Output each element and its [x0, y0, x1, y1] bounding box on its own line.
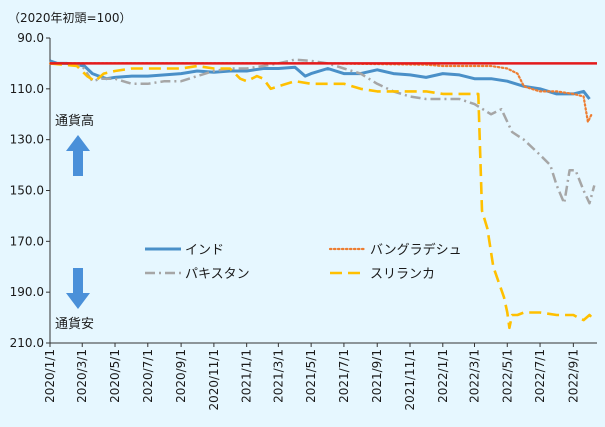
up-annotation: 通貨高 — [55, 113, 94, 176]
x-tick-label: 2020/3/1 — [75, 349, 89, 403]
y-tick-label: 110.0 — [10, 82, 44, 96]
up-arrow-icon — [66, 135, 90, 176]
x-tick-label: 2021/1/1 — [240, 349, 254, 403]
down-annotation: 通貨安 — [55, 268, 94, 332]
y-axis-ticks: 90.0 110.0 130.0 150.0 170.0 190.0 210.0 — [10, 31, 50, 350]
y-tick-label: 210.0 — [10, 336, 44, 350]
x-tick-label: 2020/11/1 — [207, 349, 221, 411]
y-tick-label: 130.0 — [10, 133, 44, 147]
legend-label: バングラデシュ — [370, 242, 462, 258]
series-line-1 — [50, 58, 596, 205]
x-tick-label: 2021/11/1 — [403, 349, 417, 411]
legend-label: パキスタン — [185, 267, 250, 282]
legend-label: スリランカ — [370, 267, 435, 282]
legend-label: インド — [185, 243, 224, 258]
up-label: 通貨高 — [55, 113, 94, 129]
x-tick-label: 2021/3/1 — [271, 349, 285, 403]
y-tick-label: 190.0 — [10, 285, 44, 299]
x-tick-label: 2020/9/1 — [174, 349, 188, 403]
x-tick-label: 2020/1/1 — [43, 349, 57, 403]
x-tick-label: 2022/1/1 — [436, 349, 450, 403]
x-tick-label: 2021/7/1 — [337, 349, 351, 403]
x-axis-ticks: 2020/1/1 2020/3/1 2020/5/1 2020/7/1 2020/9/1… — [43, 343, 580, 411]
series-line-3 — [49, 62, 596, 330]
y-tick-label: 90.0 — [17, 31, 44, 45]
y-tick-label: 170.0 — [10, 234, 44, 248]
series-line-0 — [49, 59, 591, 100]
x-tick-label: 2022/5/1 — [500, 349, 514, 403]
x-tick-label: 2022/3/1 — [467, 349, 481, 403]
series-lines — [48, 58, 596, 330]
x-tick-label: 2022/7/1 — [533, 349, 547, 403]
x-tick-label: 2020/7/1 — [141, 349, 155, 403]
unit-label: （2020年初頭=100） — [8, 11, 132, 25]
down-label: 通貨安 — [55, 316, 94, 332]
x-tick-label: 2021/5/1 — [304, 349, 318, 403]
x-tick-label: 2021/9/1 — [370, 349, 384, 403]
x-tick-label: 2020/5/1 — [108, 349, 122, 403]
x-tick-label: 2022/9/1 — [566, 349, 580, 403]
y-tick-label: 150.0 — [10, 184, 44, 198]
down-arrow-icon — [66, 268, 90, 309]
